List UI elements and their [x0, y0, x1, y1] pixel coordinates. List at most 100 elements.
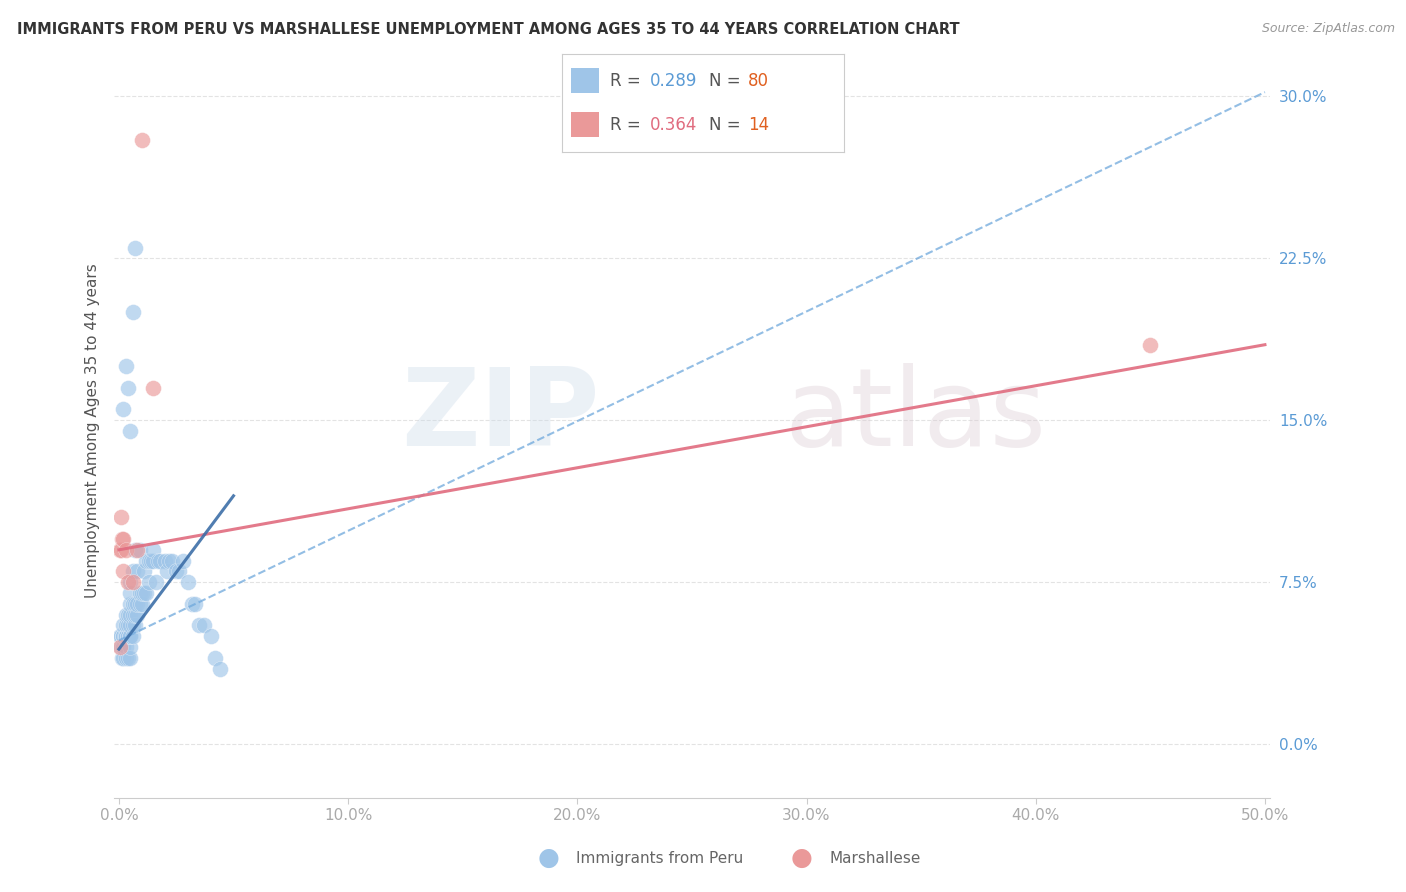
Point	[149, 553, 172, 567]
Point	[120, 586, 142, 600]
Point	[188, 618, 211, 632]
Point	[145, 575, 167, 590]
Point	[156, 565, 179, 579]
Point	[200, 629, 222, 643]
Point	[139, 553, 162, 567]
Point	[124, 597, 146, 611]
Point	[120, 629, 142, 643]
Point	[112, 640, 135, 654]
Point	[117, 629, 139, 643]
Point	[114, 607, 136, 622]
Text: N =: N =	[709, 116, 745, 134]
Text: ●: ●	[537, 847, 560, 870]
Text: 14: 14	[748, 116, 769, 134]
Point	[120, 640, 142, 654]
Point	[135, 553, 157, 567]
Point	[117, 618, 139, 632]
Point	[112, 618, 135, 632]
FancyBboxPatch shape	[571, 112, 599, 137]
Point	[114, 359, 136, 374]
Point	[124, 618, 146, 632]
Point	[110, 629, 132, 643]
Point	[131, 586, 153, 600]
Point	[120, 629, 142, 643]
Point	[114, 542, 136, 557]
Point	[112, 532, 135, 546]
Point	[121, 575, 143, 590]
Point	[131, 597, 153, 611]
Point	[128, 542, 150, 557]
Point	[117, 575, 139, 590]
Point	[193, 618, 215, 632]
Point	[121, 629, 143, 643]
Point	[111, 532, 134, 546]
Y-axis label: Unemployment Among Ages 35 to 44 years: Unemployment Among Ages 35 to 44 years	[86, 264, 100, 599]
Point	[131, 133, 153, 147]
Point	[121, 607, 143, 622]
Point	[124, 542, 146, 557]
Text: N =: N =	[709, 71, 745, 89]
Text: Marshallese: Marshallese	[830, 851, 921, 865]
Text: Source: ZipAtlas.com: Source: ZipAtlas.com	[1261, 22, 1395, 36]
Point	[146, 553, 169, 567]
Point	[127, 565, 149, 579]
Point	[172, 553, 194, 567]
Point	[128, 597, 150, 611]
Point	[110, 542, 132, 557]
Point	[114, 640, 136, 654]
Point	[138, 553, 160, 567]
Point	[124, 241, 146, 255]
Point	[120, 650, 142, 665]
Text: ●: ●	[790, 847, 813, 870]
Point	[138, 575, 160, 590]
Text: ZIP: ZIP	[401, 363, 599, 469]
Point	[117, 650, 139, 665]
Point	[183, 597, 205, 611]
Text: 0.289: 0.289	[650, 71, 697, 89]
Text: 80: 80	[748, 71, 769, 89]
Point	[112, 629, 135, 643]
Point	[1139, 337, 1161, 351]
Point	[108, 640, 131, 654]
Text: Immigrants from Peru: Immigrants from Peru	[576, 851, 744, 865]
Point	[142, 553, 165, 567]
Point	[127, 597, 149, 611]
Point	[121, 597, 143, 611]
Point	[120, 575, 142, 590]
Point	[110, 510, 132, 524]
Point	[114, 618, 136, 632]
Point	[134, 586, 156, 600]
Point	[124, 607, 146, 622]
Point	[120, 607, 142, 622]
Point	[204, 650, 226, 665]
Text: R =: R =	[610, 71, 647, 89]
Point	[142, 381, 165, 395]
FancyBboxPatch shape	[571, 69, 599, 93]
Text: 0.364: 0.364	[650, 116, 697, 134]
Point	[135, 586, 157, 600]
Point	[120, 618, 142, 632]
Point	[167, 565, 190, 579]
Point	[120, 597, 142, 611]
Point	[117, 607, 139, 622]
Point	[153, 553, 176, 567]
Point	[134, 565, 156, 579]
Point	[127, 542, 149, 557]
Point	[114, 650, 136, 665]
Point	[165, 565, 187, 579]
Text: R =: R =	[610, 116, 647, 134]
Point	[120, 424, 142, 438]
Point	[108, 542, 131, 557]
Point	[117, 381, 139, 395]
Point	[128, 586, 150, 600]
Text: IMMIGRANTS FROM PERU VS MARSHALLESE UNEMPLOYMENT AMONG AGES 35 TO 44 YEARS CORRE: IMMIGRANTS FROM PERU VS MARSHALLESE UNEM…	[17, 22, 959, 37]
Point	[121, 565, 143, 579]
Point	[114, 629, 136, 643]
Point	[112, 565, 135, 579]
Point	[127, 607, 149, 622]
Point	[121, 618, 143, 632]
Point	[110, 640, 132, 654]
Point	[111, 650, 134, 665]
Point	[181, 597, 204, 611]
Point	[208, 661, 231, 675]
